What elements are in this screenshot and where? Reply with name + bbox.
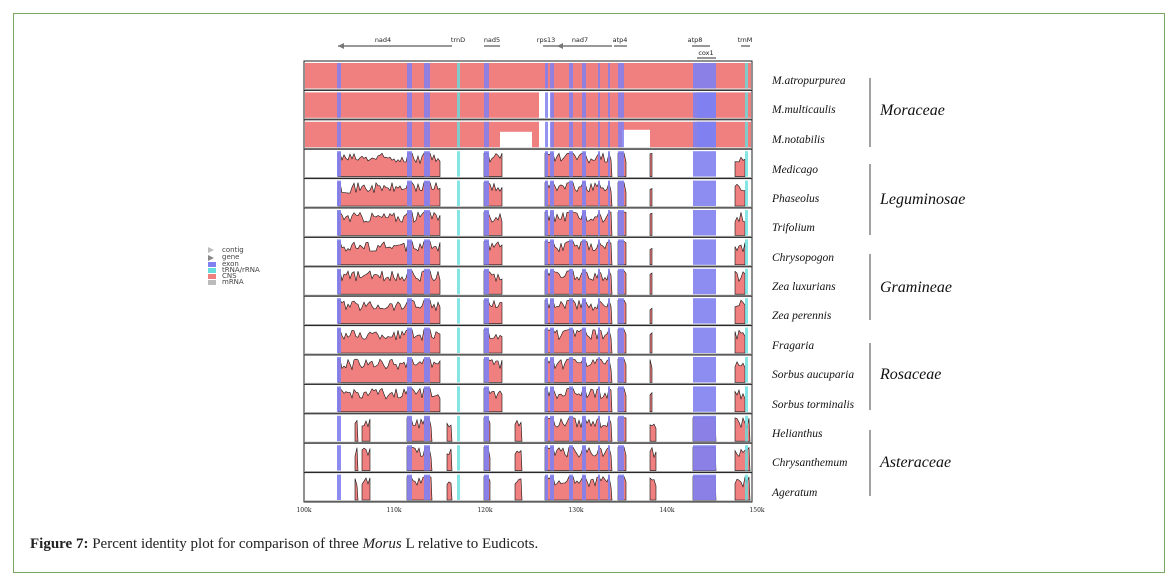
family-groups: Moraceae Leguminosae Gramineae Rosaceae … [869, 78, 965, 496]
exon-legend-swatch [208, 262, 216, 267]
species-labels: M.atropurpurea M.multicaulis M.notabilis… [771, 75, 855, 499]
figure-number: Figure 7: [30, 536, 89, 552]
species-label: Zea luxurians [772, 281, 836, 293]
legend-label-gene: gene [222, 253, 240, 261]
identity-track [303, 354, 753, 385]
identity-track [303, 178, 753, 209]
plot-legend: contig gene exon tRNA/rRNA CNS mRNA [208, 246, 260, 286]
identity-track [303, 413, 753, 444]
legend-label-mrna: mRNA [222, 278, 244, 286]
species-label: Fragaria [771, 340, 814, 352]
species-label: M.multicaulis [771, 104, 836, 116]
gene-annotation-bar: nad4 trnD nad5 rps13 nad7 atp4 atp8 cox1… [338, 36, 753, 59]
identity-track [303, 325, 753, 356]
cns-legend-swatch [208, 274, 216, 279]
identity-track [303, 119, 753, 150]
gene-label-nad7: nad7 [572, 36, 588, 44]
species-label: Ageratum [771, 487, 817, 499]
species-label: Chrysanthemum [772, 457, 847, 469]
axis-tick-110k: 110k [386, 507, 401, 514]
mrna-legend-swatch [208, 280, 216, 285]
species-label: Helianthus [771, 428, 823, 440]
gene-label-atp8: atp8 [688, 36, 703, 44]
trna-legend-swatch [208, 268, 216, 273]
percent-identity-plot: nad4 trnD nad5 rps13 nad7 atp4 atp8 cox1… [208, 36, 965, 514]
identity-track [303, 148, 753, 180]
family-label-rosaceae: Rosaceae [879, 366, 941, 383]
legend-label-exon: exon [222, 260, 239, 268]
figure-frame [13, 13, 1165, 573]
species-label: Trifolium [772, 222, 815, 234]
gene-label-rps13: rps13 [537, 36, 555, 44]
species-label: Chrysopogon [772, 252, 834, 264]
identity-track [303, 472, 753, 503]
axis-tick-100k: 100k [296, 507, 311, 514]
identity-tracks [303, 60, 753, 503]
identity-track [303, 236, 753, 268]
contig-legend-icon [208, 247, 214, 253]
axis-tick-150k: 150k [749, 507, 764, 514]
gene-label-nad5: nad5 [484, 36, 500, 44]
caption-text-pre: Percent identity plot for comparison of … [88, 536, 363, 552]
species-label: Medicago [771, 164, 818, 176]
axis-tick-130k: 130k [568, 507, 583, 514]
identity-track [303, 207, 753, 238]
species-label: Phaseolus [771, 193, 820, 205]
family-label-leguminosae: Leguminosae [879, 191, 965, 208]
gene-label-trnD: trnD [451, 36, 465, 44]
identity-track [303, 383, 753, 415]
species-label: M.atropurpurea [771, 75, 846, 87]
legend-label-cns: CNS [222, 272, 237, 280]
identity-track [303, 89, 753, 121]
species-label: Zea perennis [772, 310, 832, 322]
species-label: M.notabilis [771, 134, 825, 146]
family-label-moraceae: Moraceae [879, 102, 945, 119]
figure-caption: Figure 7: Percent identity plot for comp… [30, 536, 538, 553]
legend-label-contig: contig [222, 246, 244, 254]
family-label-asteraceae: Asteraceae [879, 454, 951, 471]
identity-track [303, 60, 753, 91]
identity-track [303, 266, 753, 297]
gene-label-atp4: atp4 [613, 36, 628, 44]
gene-label-nad4: nad4 [375, 36, 391, 44]
identity-track [303, 295, 753, 327]
legend-label-trna: tRNA/rRNA [222, 266, 260, 274]
axis-tick-120k: 120k [477, 507, 492, 514]
species-label: Sorbus aucuparia [772, 369, 854, 381]
family-label-gramineae: Gramineae [880, 279, 952, 296]
gene-label-cox1: cox1 [698, 49, 713, 57]
species-label: Sorbus torminalis [772, 399, 855, 411]
axis-tick-140k: 140k [659, 507, 674, 514]
identity-track [303, 442, 753, 474]
gene-label-trnM: trnM [738, 36, 753, 44]
caption-text-post: L relative to Eudicots. [401, 536, 539, 552]
position-axis: 100k 110k 120k 130k 140k 150k [296, 507, 764, 514]
gene-legend-icon [208, 255, 214, 261]
caption-genus: Morus [362, 536, 402, 552]
